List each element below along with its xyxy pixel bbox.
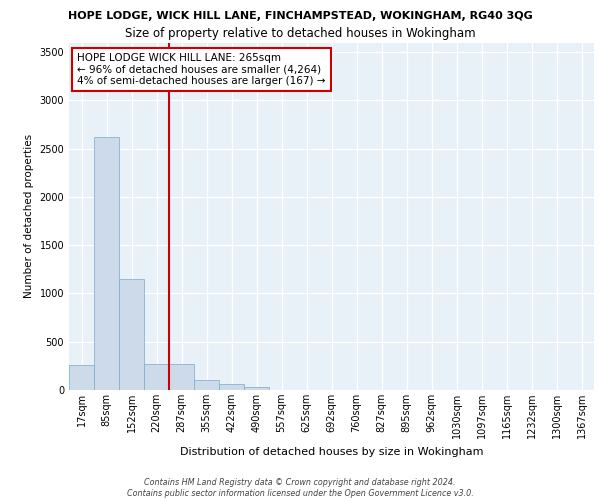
- Bar: [169, 364, 194, 390]
- Text: Contains HM Land Registry data © Crown copyright and database right 2024.
Contai: Contains HM Land Registry data © Crown c…: [127, 478, 473, 498]
- Text: HOPE LODGE, WICK HILL LANE, FINCHAMPSTEAD, WOKINGHAM, RG40 3QG: HOPE LODGE, WICK HILL LANE, FINCHAMPSTEA…: [68, 11, 532, 21]
- Bar: [244, 387, 269, 390]
- Bar: [144, 364, 169, 390]
- X-axis label: Distribution of detached houses by size in Wokingham: Distribution of detached houses by size …: [180, 446, 483, 456]
- Bar: [69, 366, 94, 390]
- Bar: [119, 279, 144, 390]
- Text: HOPE LODGE WICK HILL LANE: 265sqm
← 96% of detached houses are smaller (4,264)
4: HOPE LODGE WICK HILL LANE: 265sqm ← 96% …: [77, 53, 325, 86]
- Y-axis label: Number of detached properties: Number of detached properties: [24, 134, 34, 298]
- Text: Size of property relative to detached houses in Wokingham: Size of property relative to detached ho…: [125, 28, 475, 40]
- Bar: [194, 380, 219, 390]
- Bar: [219, 384, 244, 390]
- Bar: [94, 137, 119, 390]
